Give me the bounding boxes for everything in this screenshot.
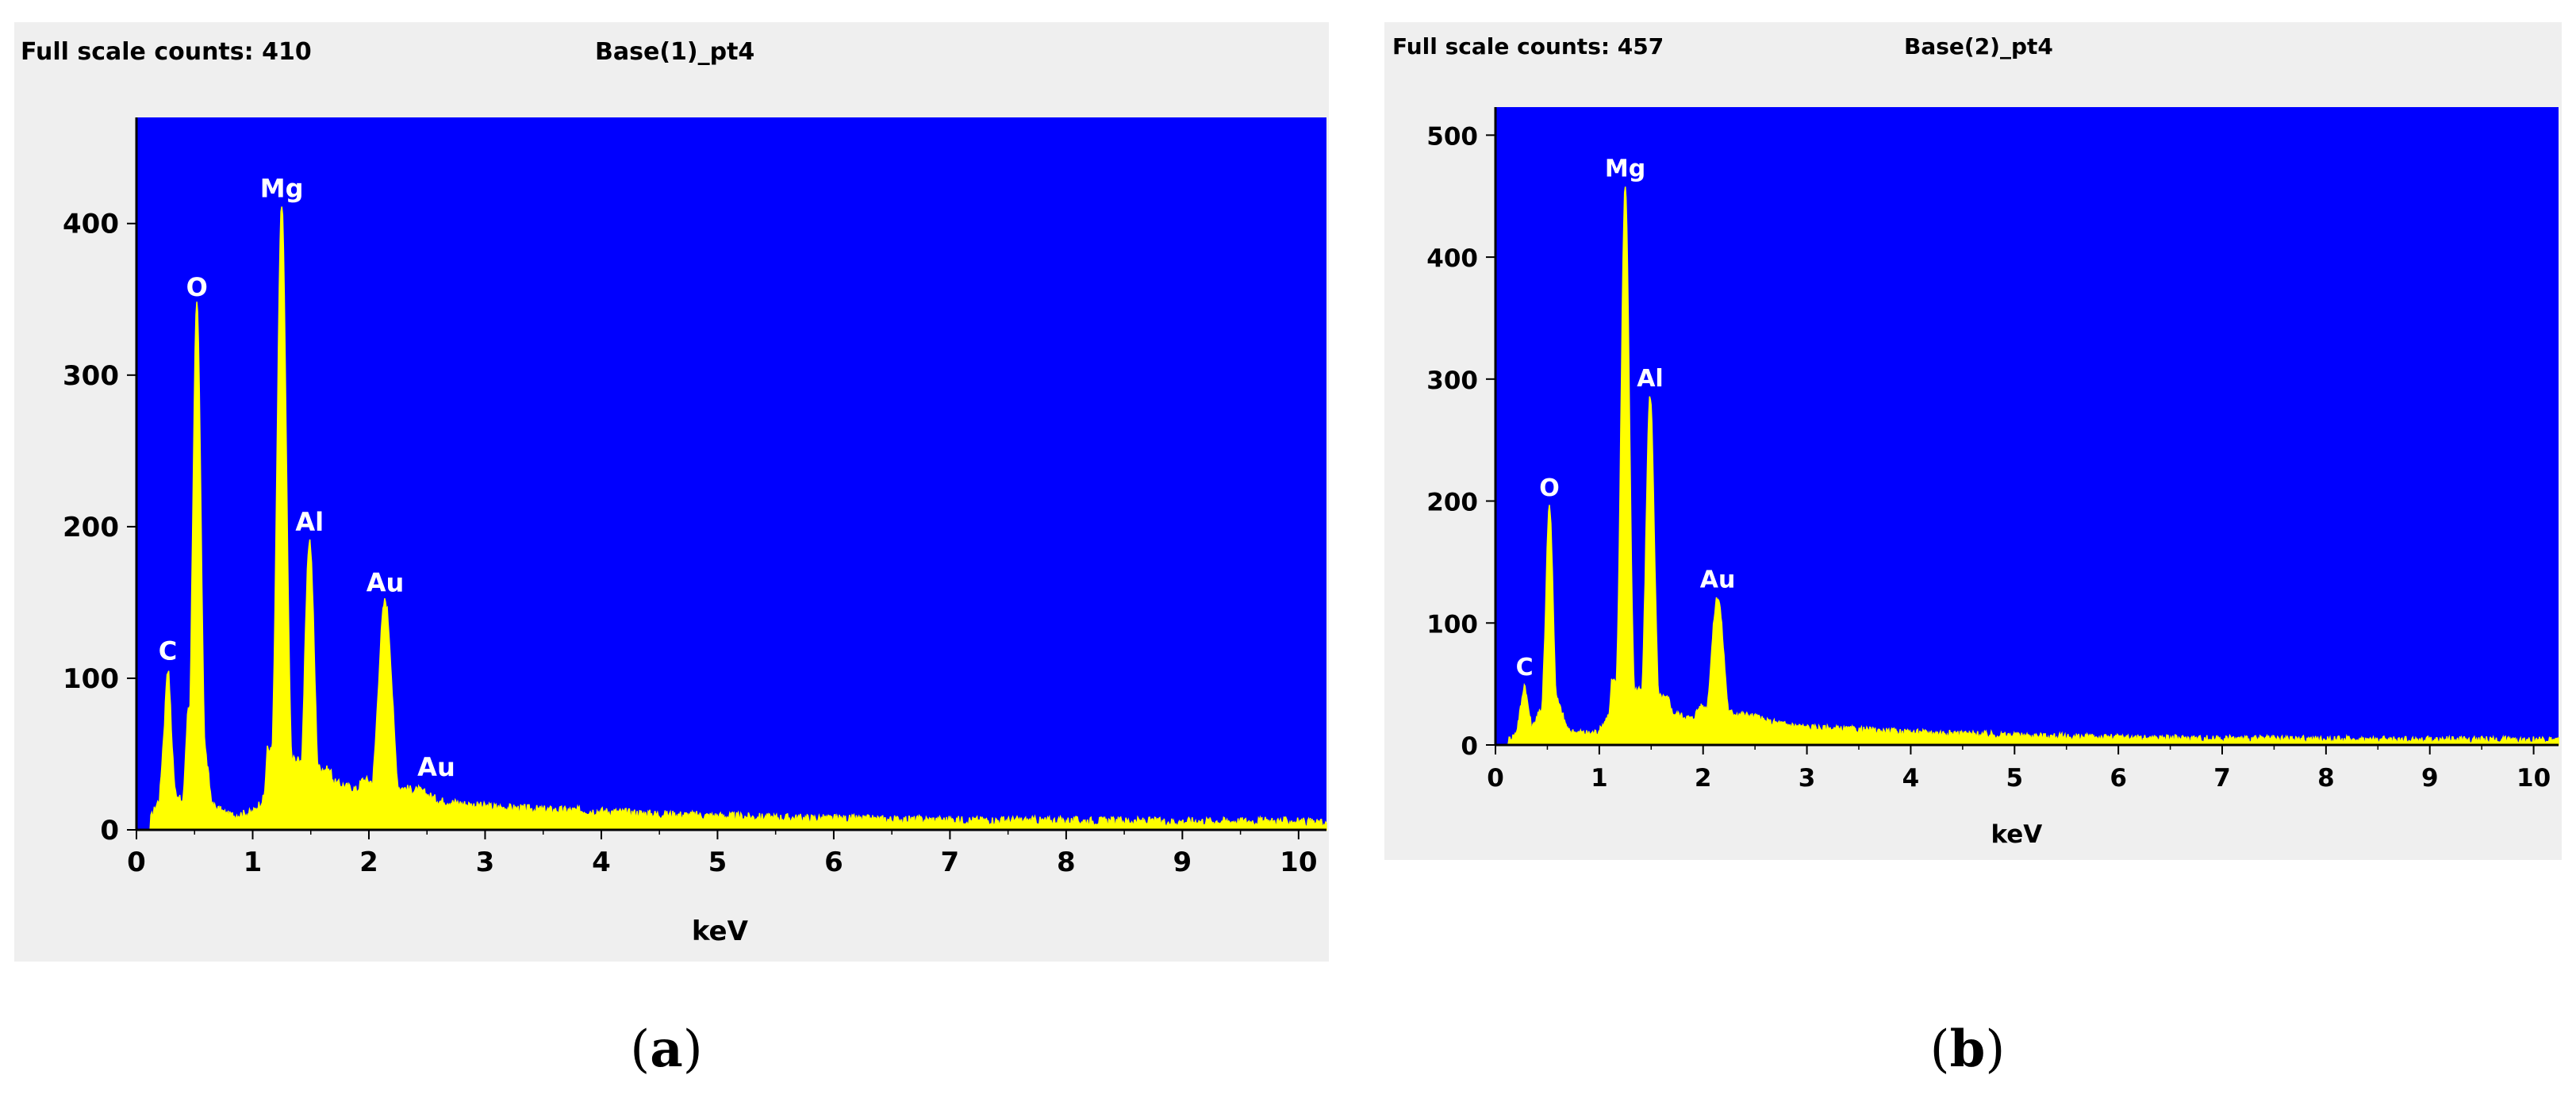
caption-a: (a) [630, 1019, 703, 1079]
caption-b: (b) [1929, 1019, 2006, 1079]
caption-b-letter: b [1949, 1019, 1986, 1079]
caption-a-letter: a [650, 1019, 683, 1079]
spectrum-panel-b [1384, 22, 2562, 860]
spectrum-panel-a [14, 22, 1329, 962]
